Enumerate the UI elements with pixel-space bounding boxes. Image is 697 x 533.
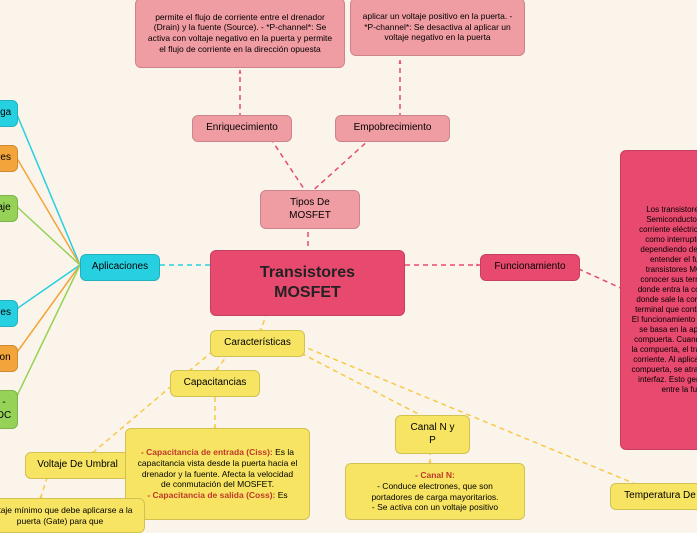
funcionamiento-desc: Los transistores MOS (Metal-Óxido-Semico… <box>620 150 697 450</box>
canal-desc: - Canal N:- Conduce electrones, que son … <box>345 463 525 520</box>
app-tab-2[interactable]: res <box>0 145 18 172</box>
aplicaciones-node[interactable]: Aplicaciones <box>80 254 160 281</box>
canal-node[interactable]: Canal N y P <box>395 415 470 454</box>
app-tab-1[interactable]: rga <box>0 100 18 127</box>
capacitancias-desc: - Capacitancia de entrada (Ciss): Es la … <box>125 428 310 520</box>
app-tab-6[interactable]: -DC <box>0 390 18 429</box>
funcionamiento-node[interactable]: Funcionamiento <box>480 254 580 281</box>
voltaje-desc: voltaje mínimo que debe aplicarse a la p… <box>0 498 145 533</box>
empobrecimiento-node[interactable]: Empobrecimiento <box>335 115 450 142</box>
empobrecimiento-desc: aplicar un voltaje positivo en la puerta… <box>350 0 525 56</box>
capacitancias-node[interactable]: Capacitancias <box>170 370 260 397</box>
enriquecimiento-desc: permite el flujo de corriente entre el d… <box>135 0 345 68</box>
app-tab-4[interactable]: res <box>0 300 18 327</box>
tipos-node[interactable]: Tipos De MOSFET <box>260 190 360 229</box>
enriquecimiento-node[interactable]: Enriquecimiento <box>192 115 292 142</box>
caracteristicas-node[interactable]: Características <box>210 330 305 357</box>
app-tab-5[interactable]: ion <box>0 345 18 372</box>
app-tab-3[interactable]: aje <box>0 195 18 222</box>
temperatura-node[interactable]: Temperatura De <box>610 483 697 510</box>
main-node[interactable]: Transistores MOSFET <box>210 250 405 316</box>
voltaje-umbral-node[interactable]: Voltaje De Umbral <box>25 452 130 479</box>
